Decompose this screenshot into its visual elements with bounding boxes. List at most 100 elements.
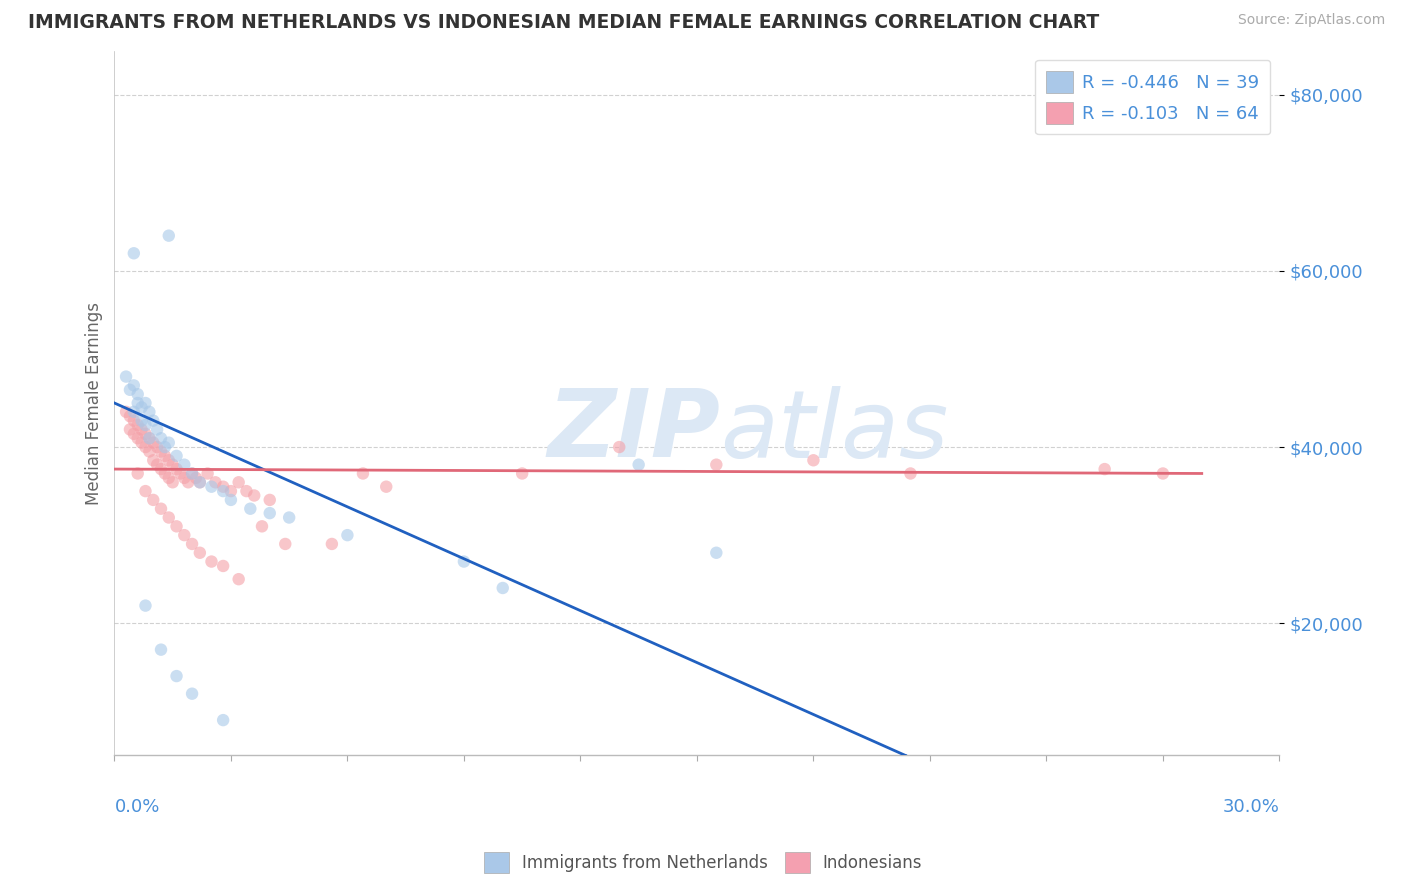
Point <box>115 405 138 419</box>
Point <box>188 546 211 560</box>
Point <box>146 440 169 454</box>
Point <box>321 537 343 551</box>
Point <box>142 492 165 507</box>
Point <box>166 462 188 476</box>
Point <box>134 417 156 432</box>
Point <box>142 414 165 428</box>
Point <box>607 440 630 454</box>
Point <box>803 453 825 467</box>
Point <box>197 467 219 481</box>
Point <box>146 458 169 472</box>
Point <box>219 484 242 499</box>
Point <box>131 401 153 415</box>
Point <box>228 475 250 490</box>
Point <box>118 383 141 397</box>
Point <box>138 431 160 445</box>
Point <box>134 426 156 441</box>
Point <box>239 501 262 516</box>
Point <box>250 519 273 533</box>
Point <box>162 458 184 472</box>
Point <box>278 510 301 524</box>
Point <box>627 458 650 472</box>
Point <box>122 405 145 419</box>
Point <box>127 387 149 401</box>
Point <box>212 713 235 727</box>
Point <box>200 555 222 569</box>
Point <box>453 555 475 569</box>
Point <box>259 506 281 520</box>
Point <box>134 440 156 454</box>
Point <box>150 431 173 445</box>
Y-axis label: Median Female Earnings: Median Female Earnings <box>86 301 103 505</box>
Point <box>166 519 188 533</box>
Point <box>131 422 153 436</box>
Point <box>115 369 138 384</box>
Point <box>200 480 222 494</box>
Point <box>510 467 533 481</box>
Point <box>153 440 176 454</box>
Point <box>259 492 281 507</box>
Text: 0.0%: 0.0% <box>114 797 160 815</box>
Point <box>142 453 165 467</box>
Legend: R = -0.446   N = 39, R = -0.103   N = 64: R = -0.446 N = 39, R = -0.103 N = 64 <box>1035 60 1271 135</box>
Point <box>212 480 235 494</box>
Point <box>157 453 180 467</box>
Point <box>188 475 211 490</box>
Point <box>122 426 145 441</box>
Point <box>134 599 156 613</box>
Point <box>157 471 180 485</box>
Point <box>184 471 207 485</box>
Point <box>127 417 149 432</box>
Point <box>181 467 204 481</box>
Point <box>166 669 188 683</box>
Point <box>131 414 153 428</box>
Text: ZIP: ZIP <box>547 385 720 477</box>
Point <box>173 471 195 485</box>
Point <box>235 484 257 499</box>
Text: IMMIGRANTS FROM NETHERLANDS VS INDONESIAN MEDIAN FEMALE EARNINGS CORRELATION CHA: IMMIGRANTS FROM NETHERLANDS VS INDONESIA… <box>28 13 1099 32</box>
Point <box>122 378 145 392</box>
Point <box>492 581 515 595</box>
Point <box>127 431 149 445</box>
Point <box>146 422 169 436</box>
Point <box>131 435 153 450</box>
Point <box>157 228 180 243</box>
Point <box>900 467 922 481</box>
Point <box>166 449 188 463</box>
Point <box>162 475 184 490</box>
Point <box>375 480 398 494</box>
Point <box>134 484 156 499</box>
Point <box>1094 462 1116 476</box>
Point <box>352 467 374 481</box>
Point <box>181 467 204 481</box>
Point <box>150 642 173 657</box>
Point <box>127 467 149 481</box>
Point <box>212 484 235 499</box>
Point <box>122 414 145 428</box>
Point <box>138 431 160 445</box>
Point <box>1152 467 1174 481</box>
Point <box>157 510 180 524</box>
Text: Source: ZipAtlas.com: Source: ZipAtlas.com <box>1237 13 1385 28</box>
Point <box>181 537 204 551</box>
Point <box>150 462 173 476</box>
Point <box>169 467 191 481</box>
Point <box>188 475 211 490</box>
Text: 30.0%: 30.0% <box>1223 797 1279 815</box>
Point <box>274 537 297 551</box>
Point <box>243 488 266 502</box>
Point <box>173 458 195 472</box>
Point <box>157 435 180 450</box>
Point <box>150 444 173 458</box>
Point <box>204 475 226 490</box>
Point <box>127 396 149 410</box>
Text: atlas: atlas <box>720 385 949 476</box>
Point <box>212 558 235 573</box>
Point <box>228 572 250 586</box>
Point <box>122 246 145 260</box>
Point <box>336 528 359 542</box>
Point <box>134 396 156 410</box>
Point <box>153 449 176 463</box>
Point <box>153 467 176 481</box>
Point <box>181 687 204 701</box>
